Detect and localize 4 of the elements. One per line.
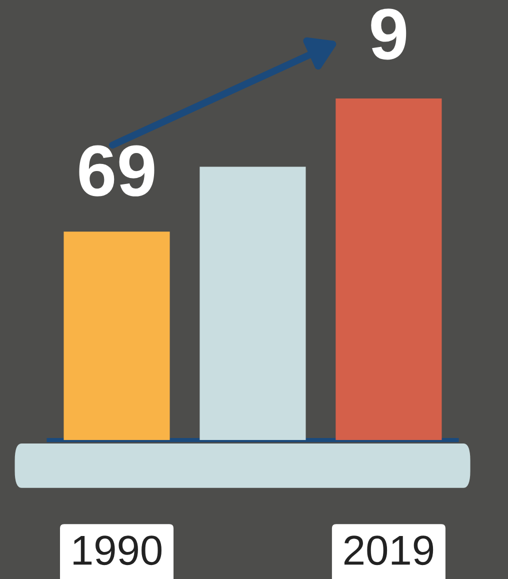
x-tick-label: 2019 — [344, 536, 434, 566]
text: 9 — [371, 8, 406, 60]
annotation: 69 — [79, 145, 154, 196]
x-tick-label: 1990 — [74, 536, 162, 566]
